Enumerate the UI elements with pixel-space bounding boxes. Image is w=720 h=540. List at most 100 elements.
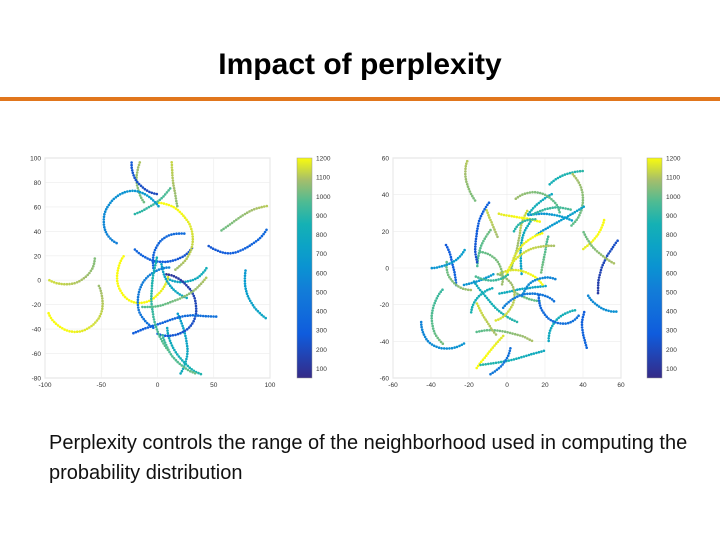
data-point [254, 240, 258, 243]
data-point [65, 329, 69, 332]
data-point [51, 318, 54, 322]
data-point [474, 255, 478, 259]
data-point [483, 237, 487, 240]
data-point [432, 329, 436, 333]
data-point [118, 287, 121, 290]
x-tick-label: 0 [505, 382, 509, 389]
data-point [190, 248, 193, 251]
data-point [430, 266, 434, 270]
data-point [603, 256, 607, 260]
data-point [484, 318, 487, 321]
data-point [440, 347, 443, 350]
data-point [127, 299, 131, 302]
data-point [475, 232, 479, 235]
data-point [136, 166, 140, 169]
data-point [501, 363, 504, 366]
data-point [596, 284, 600, 287]
data-point [488, 253, 492, 257]
data-point [168, 284, 172, 287]
data-point [556, 321, 560, 325]
data-point [570, 224, 573, 227]
data-point [117, 284, 120, 288]
data-point [192, 289, 195, 293]
data-point [151, 258, 155, 262]
y-tick-label: 20 [382, 229, 390, 236]
data-point [116, 269, 120, 272]
data-point [194, 277, 197, 281]
data-point [445, 263, 449, 266]
data-point [503, 314, 507, 317]
data-point [170, 274, 173, 277]
data-point [151, 279, 154, 282]
data-point [555, 221, 559, 224]
data-point [101, 307, 104, 311]
data-point [528, 292, 532, 295]
data-point [515, 225, 518, 229]
data-point [151, 276, 154, 280]
data-point [160, 201, 163, 205]
data-point [520, 241, 523, 245]
data-point [479, 246, 482, 250]
y-tick-label: 20 [34, 253, 42, 260]
data-point [154, 325, 158, 329]
data-point [194, 314, 197, 317]
data-point [529, 273, 532, 276]
data-point [493, 228, 496, 231]
data-point [553, 222, 556, 226]
data-point [538, 301, 541, 305]
data-point [531, 190, 534, 194]
data-point [189, 225, 192, 228]
data-point [239, 215, 242, 219]
data-point [169, 300, 172, 304]
data-point [185, 344, 189, 348]
data-point [448, 253, 452, 256]
data-point [546, 237, 549, 241]
data-point [430, 343, 434, 346]
data-point [243, 282, 247, 285]
data-point [136, 190, 139, 193]
data-point [161, 321, 164, 324]
data-point [520, 252, 524, 256]
data-point [477, 279, 481, 282]
data-point [506, 315, 510, 319]
data-point [449, 278, 453, 281]
data-point [514, 197, 518, 200]
data-point [158, 322, 162, 325]
data-point [477, 306, 481, 310]
data-point [102, 215, 106, 219]
data-point [171, 259, 175, 262]
data-point [148, 305, 152, 309]
data-point [514, 227, 517, 231]
data-point [529, 237, 532, 241]
data-point [453, 346, 456, 349]
data-point [524, 271, 528, 274]
data-point [174, 358, 178, 362]
data-point [600, 306, 603, 310]
data-point [136, 330, 140, 333]
data-point [539, 281, 543, 284]
data-point [150, 297, 153, 301]
data-point [465, 180, 468, 183]
data-point [470, 308, 473, 311]
data-point [468, 190, 472, 193]
data-point [248, 244, 251, 247]
data-point [599, 228, 602, 232]
data-point [548, 196, 551, 199]
data-point [167, 282, 170, 285]
y-tick-label: 40 [382, 192, 390, 199]
data-point [465, 159, 469, 163]
data-point [178, 210, 182, 214]
data-point [487, 279, 490, 282]
data-point [431, 324, 435, 328]
data-point [182, 214, 185, 217]
data-point [557, 220, 561, 223]
data-point [143, 192, 147, 196]
data-point [152, 251, 156, 254]
data-point [92, 264, 95, 268]
data-point [598, 230, 601, 234]
data-point [137, 163, 141, 167]
data-point [162, 342, 165, 345]
data-point [615, 310, 618, 313]
data-point [110, 199, 114, 203]
